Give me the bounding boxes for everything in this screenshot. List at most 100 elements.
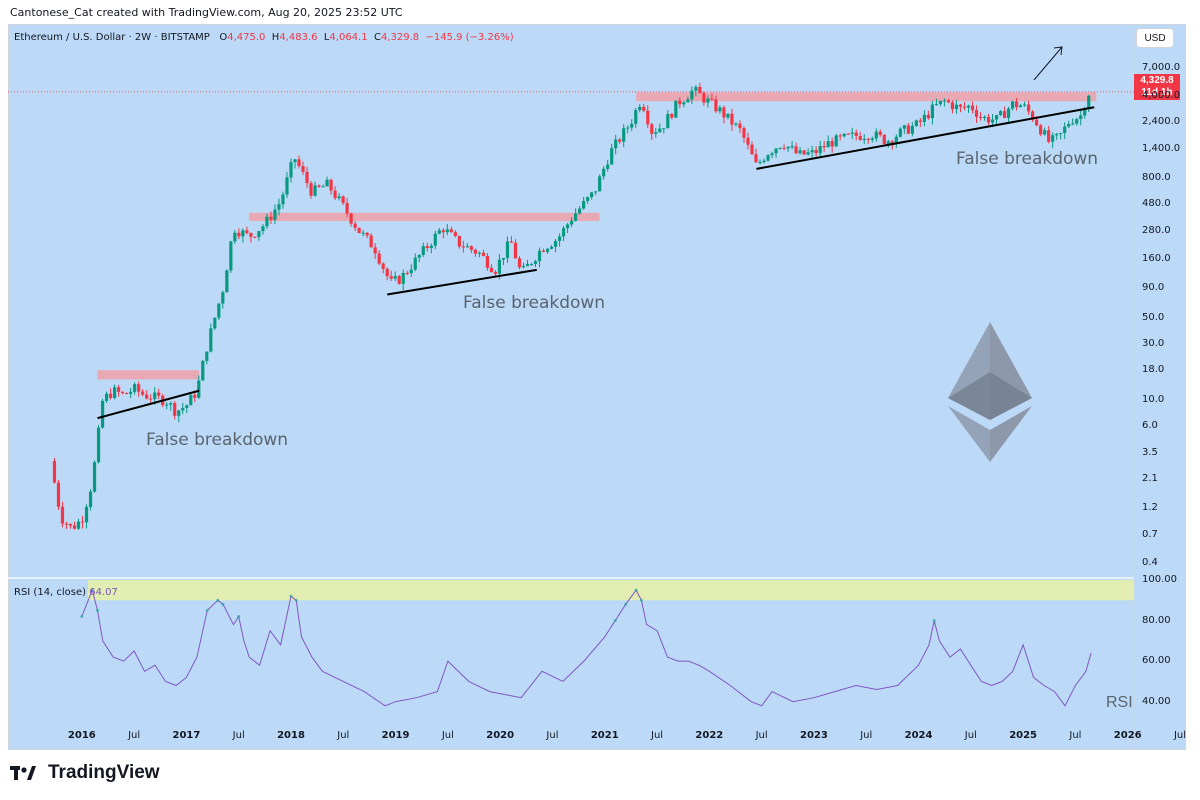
time-tick-20: 2026	[1113, 730, 1142, 741]
trendline-2	[387, 268, 537, 296]
candle-body-11	[96, 427, 101, 463]
candle-body-96	[437, 230, 441, 234]
candle-body-257	[1083, 109, 1087, 116]
time-tick-3: Jul	[232, 730, 245, 741]
candle-body-103	[465, 246, 469, 248]
candle-body-15	[112, 387, 117, 399]
candle-body-39	[209, 328, 213, 352]
candle-body-92	[421, 246, 425, 255]
time-tick-17: Jul	[964, 730, 977, 741]
symbol-header: Ethereum / U.S. Dollar · 2W · BITSTAMP O…	[14, 32, 514, 43]
candle-body-126	[557, 236, 562, 241]
candle-body-215	[914, 120, 918, 126]
candle-body-187	[802, 150, 806, 155]
candle-body-25	[153, 392, 157, 400]
price-tick-9: 50.0	[1142, 312, 1165, 324]
rsi-overbought-point-23	[289, 594, 293, 598]
resistance-zone-3	[636, 92, 1097, 102]
candle-body-41	[217, 303, 221, 318]
candle-body-38	[205, 351, 209, 361]
candle-body-100	[453, 232, 457, 236]
candle-body-19	[129, 391, 133, 394]
candle-body-227	[962, 106, 967, 108]
time-tick-4: 2018	[277, 730, 305, 741]
rsi-value: 64.07	[89, 587, 118, 598]
rsi-overbought-zone	[88, 580, 1134, 601]
candle-body-72	[341, 196, 345, 203]
candle-body-139	[610, 148, 614, 165]
candle-body-87	[401, 272, 405, 284]
candle-body-81	[377, 253, 381, 264]
candle-body-243	[1027, 104, 1031, 112]
candle-body-229	[970, 105, 975, 110]
candle-body-29	[169, 403, 173, 405]
candle-body-247	[1043, 130, 1047, 135]
candle-body-159	[690, 90, 694, 100]
time-tick-15: Jul	[860, 730, 873, 741]
candle-body-162	[702, 93, 706, 103]
low-label: L	[323, 32, 330, 43]
price-tick-12: 10.0	[1142, 394, 1165, 406]
time-tick-9: Jul	[546, 730, 559, 741]
candle-body-113	[505, 241, 510, 258]
candle-body-153	[666, 113, 670, 129]
candle-body-5	[72, 525, 77, 529]
candle-body-212	[902, 125, 906, 129]
rsi-tick-2: 60.00	[1142, 655, 1171, 667]
high-value: 4,483.6	[279, 32, 318, 43]
candle-body-237	[1002, 111, 1007, 118]
candle-body-3	[64, 523, 69, 525]
candle-body-91	[417, 254, 421, 258]
price-tick-0: 7,000.0	[1142, 61, 1181, 73]
candle-body-168	[726, 113, 730, 118]
candle-body-142	[622, 128, 626, 142]
rsi-line	[81, 588, 1092, 707]
trendline-1	[97, 389, 200, 420]
candle-body-20	[133, 384, 137, 392]
time-tick-12: 2022	[695, 730, 724, 741]
candle-body-16	[117, 387, 121, 392]
candle-body-228	[966, 105, 971, 108]
candle-body-36	[197, 380, 201, 398]
candle-body-42	[221, 292, 225, 304]
candle-body-76	[357, 227, 361, 233]
candle-body-251	[1059, 133, 1063, 135]
price-tick-2: 2,400.0	[1142, 115, 1181, 127]
candle-body-197	[842, 133, 846, 137]
candle-body-160	[694, 86, 698, 91]
candle-body-57	[281, 194, 285, 205]
candle-body-158	[686, 99, 690, 103]
rsi-overbought-point-15	[221, 602, 225, 606]
price-tick-11: 18.0	[1142, 364, 1165, 376]
rsi-overbought-point-17	[237, 615, 241, 619]
candle-body-194	[830, 141, 834, 147]
candle-body-240	[1014, 101, 1019, 108]
currency-button[interactable]: USD	[1136, 28, 1174, 48]
time-tick-10: 2021	[590, 730, 619, 741]
candle-body-192	[822, 146, 826, 148]
rsi-overbought-point-46	[639, 598, 643, 602]
candle-body-136	[598, 176, 602, 192]
candle-body-118	[525, 263, 530, 267]
ethereum-logo-center	[948, 372, 1032, 420]
price-tick-14: 3.5	[1142, 447, 1158, 459]
candle-body-183	[786, 146, 790, 149]
candle-body-210	[894, 136, 898, 144]
time-tick-16: 2024	[904, 730, 933, 741]
price-tick-3: 1,400.0	[1142, 143, 1181, 155]
candle-body-230	[974, 109, 979, 117]
candle-body-119	[529, 263, 534, 265]
candle-body-145	[634, 110, 638, 124]
candle-body-94	[429, 245, 433, 249]
candle-body-101	[457, 235, 461, 247]
candle-body-7	[80, 521, 85, 523]
rsi-overbought-point-45	[634, 588, 638, 592]
footer-brand[interactable]: TradingView	[10, 762, 160, 784]
rsi-overbought-point-66	[932, 619, 936, 623]
candle-body-149	[650, 124, 654, 134]
candle-body-46	[237, 232, 241, 237]
candle-body-198	[846, 133, 850, 135]
candle-body-258	[1087, 95, 1091, 110]
annotation-false-breakdown-1: False breakdown	[146, 430, 289, 450]
